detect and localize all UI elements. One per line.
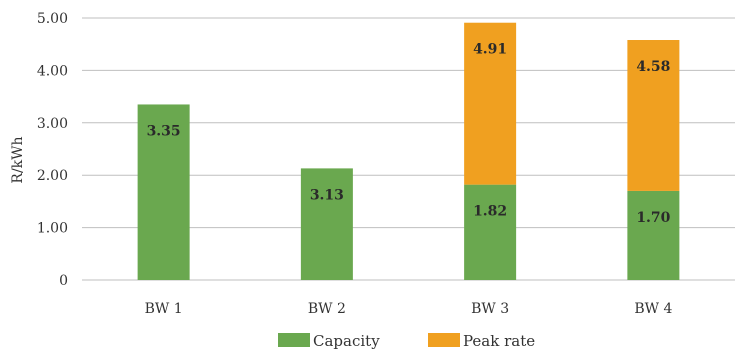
y-tick-label: 2.00 xyxy=(37,168,68,184)
bar-capacity xyxy=(137,104,190,281)
data-labels: 3.35 3.13 1.82 4.91 1.70 4.58 xyxy=(147,42,671,226)
x-category-label: BW 1 xyxy=(145,301,183,317)
bar-capacity xyxy=(464,184,517,280)
bar-peak-rate xyxy=(627,40,680,191)
y-tick-label: 4.00 xyxy=(37,63,68,79)
y-tick-label: 1.00 xyxy=(37,221,68,237)
bars xyxy=(137,22,680,281)
data-label: 1.82 xyxy=(473,204,507,220)
legend-swatch xyxy=(278,333,310,347)
bar-capacity xyxy=(300,168,353,280)
bar-peak-rate xyxy=(464,22,517,185)
data-label: 4.91 xyxy=(473,42,507,58)
x-axis-categories: BW 1 BW 2 BW 3 BW 4 xyxy=(145,301,673,317)
y-tick-label: 0 xyxy=(59,273,68,289)
y-axis-ticks: 0 1.00 2.00 3.00 4.00 5.00 xyxy=(37,11,68,289)
data-label: 3.35 xyxy=(147,123,181,139)
y-tick-label: 5.00 xyxy=(37,11,68,27)
bar-capacity xyxy=(627,190,680,280)
legend-swatch xyxy=(428,333,460,347)
legend-label: Capacity xyxy=(313,332,380,350)
gridlines xyxy=(82,17,735,281)
y-tick-label: 3.00 xyxy=(37,116,68,132)
data-label: 4.58 xyxy=(636,59,670,75)
x-category-label: BW 3 xyxy=(471,301,509,317)
data-label: 1.70 xyxy=(636,210,670,226)
legend: Capacity Peak rate xyxy=(278,332,535,350)
legend-label: Peak rate xyxy=(463,332,535,350)
y-axis-label: R/kWh xyxy=(10,136,26,183)
data-label: 3.13 xyxy=(310,187,344,203)
x-category-label: BW 2 xyxy=(308,301,346,317)
x-category-label: BW 4 xyxy=(634,301,672,317)
